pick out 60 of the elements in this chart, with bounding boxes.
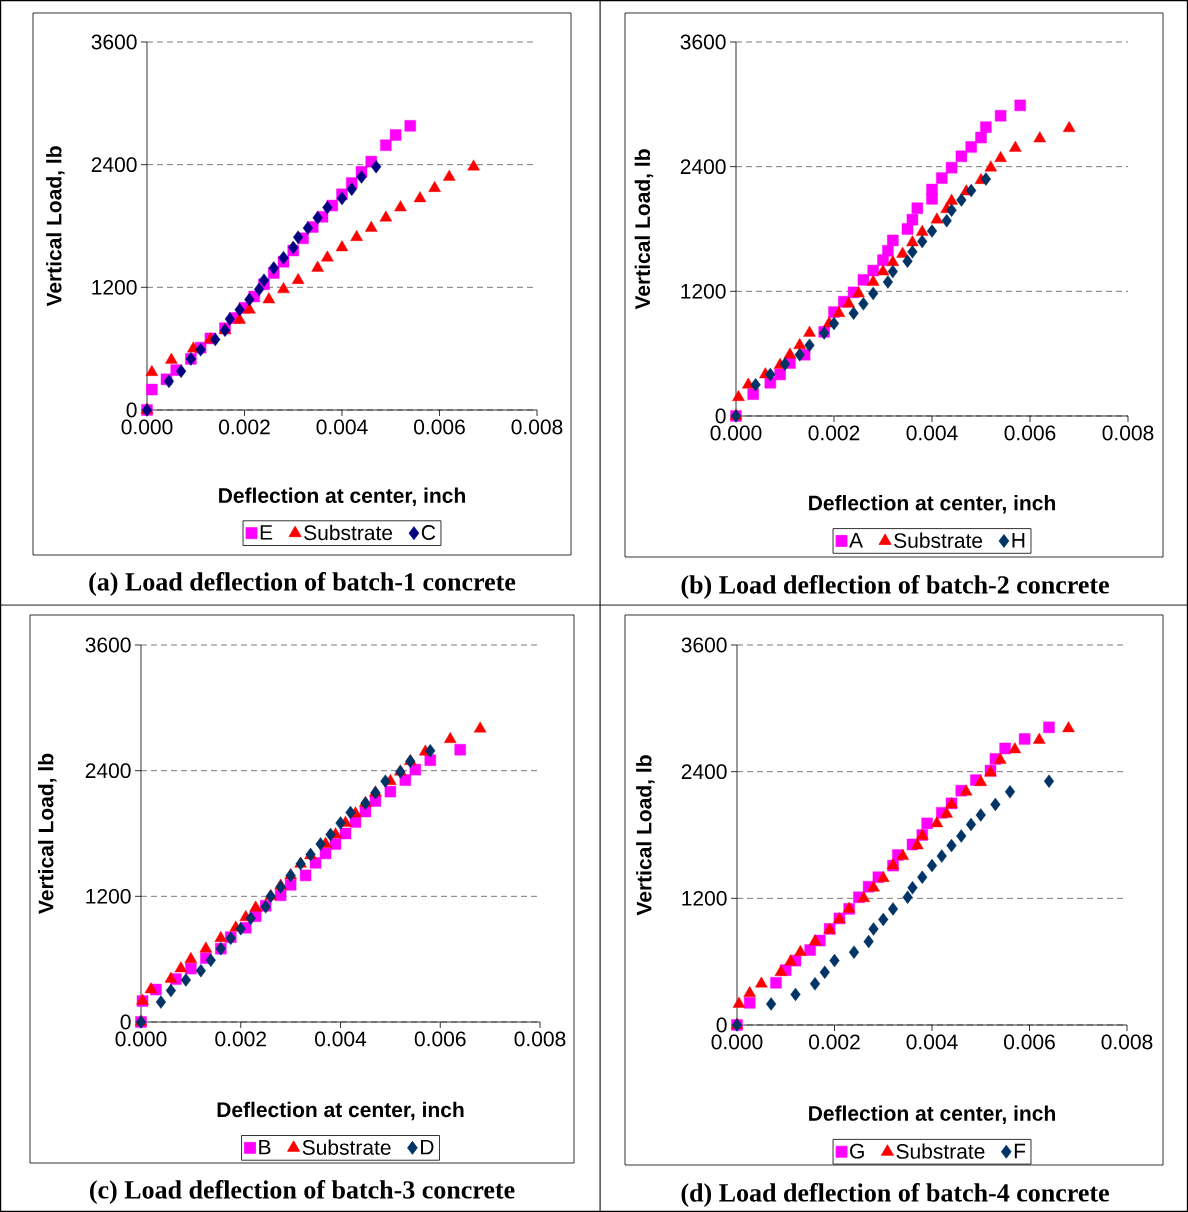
legend-label: G [850,1143,864,1159]
legend-label: Substrate [894,532,983,549]
x-tick-label: 0.006 [414,419,465,435]
y-tick-label: 2400 [680,159,726,175]
x-tick-label: 0.004 [315,1031,367,1047]
x-tick-label: 0.008 [1102,425,1154,441]
x-tick-label: 0.002 [809,1034,860,1050]
x-axis-title: Deflection at center, inch [809,1105,1055,1124]
x-tick-label: 0.002 [215,1031,266,1047]
x-tick-label: 0.002 [219,419,270,435]
legend-label: B [259,1139,271,1155]
legend-label: C [421,525,436,540]
y-tick-label: 2400 [85,763,131,779]
x-tick-label: 0.008 [511,419,563,435]
x-tick-label: 0.008 [514,1031,566,1047]
x-tick-label: 0.000 [711,1034,763,1050]
legend-label: F [1014,1143,1026,1159]
x-tick-label: 0.004 [906,1034,958,1050]
x-tick-label: 0.008 [1101,1034,1153,1050]
text: (b) Load deflection of batch-2 concrete [681,575,1109,599]
legend-label: Substrate [896,1143,985,1159]
text: (a) Load deflection of batch-1 concrete [89,572,516,596]
y-axis-title: Vertical Load, lb [46,146,65,307]
y-axis-title: Vertical Load, lb [634,149,654,310]
y-axis-title: Vertical Load, lb [38,753,57,914]
legend-label: E [260,525,273,540]
legend-label: Substrate [302,1139,391,1155]
x-tick-label: 0.000 [121,419,173,435]
text: (d) Load deflection of batch-4 concrete [681,1183,1109,1207]
y-tick-label: 0 [120,1014,131,1030]
y-tick-label: 1200 [92,279,137,295]
y-tick-label: 0 [126,402,137,418]
x-axis-title: Deflection at center, inch [219,487,465,507]
y-tick-label: 1200 [86,888,131,904]
x-axis-title: Deflection at center, inch [217,1101,464,1121]
text: (c) Load deflection of batch-3 concrete [90,1180,515,1204]
legend-label: D [421,1139,434,1155]
y-tick-label: 1200 [682,890,727,906]
x-tick-label: 0.006 [1004,1034,1055,1050]
x-tick-label: 0.000 [115,1031,167,1047]
legend-label: H [1012,532,1025,548]
x-axis-title: Deflection at center, inch [809,495,1055,514]
y-tick-label: 3600 [680,34,726,50]
x-tick-label: 0.004 [906,425,958,441]
x-tick-label: 0.004 [316,419,368,435]
y-tick-label: 2400 [681,764,727,780]
x-tick-label: 0.000 [710,425,762,441]
y-tick-label: 3600 [85,637,131,653]
y-tick-label: 3600 [91,34,137,50]
x-tick-label: 0.006 [1004,425,1056,441]
y-axis-title: Vertical Load, lb [636,755,655,916]
y-tick-label: 0 [715,408,726,424]
x-tick-label: 0.002 [808,425,860,441]
y-tick-label: 3600 [681,637,727,653]
x-tick-label: 0.006 [414,1031,466,1047]
legend-label: Substrate [304,524,393,541]
y-tick-label: 0 [716,1017,727,1033]
legend-label: A [849,532,863,548]
y-tick-label: 2400 [91,157,137,173]
y-tick-label: 1200 [681,283,726,299]
